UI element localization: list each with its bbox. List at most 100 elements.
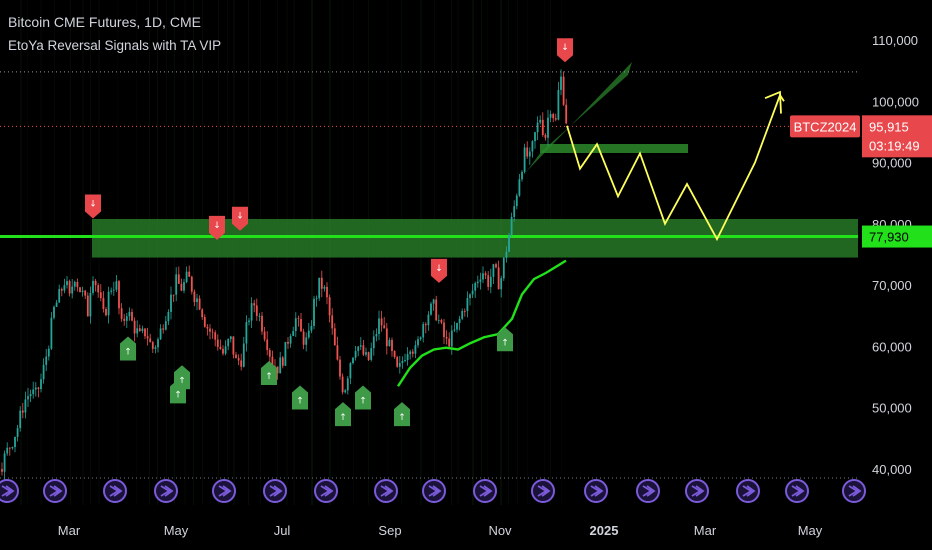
candle	[253, 303, 256, 306]
candle	[219, 346, 222, 349]
candle	[289, 335, 292, 344]
event-icon-circle	[785, 479, 809, 503]
candle	[453, 329, 456, 331]
candle	[549, 114, 552, 118]
buy-signal-label: ↑	[501, 338, 509, 348]
countdown-label: 03:19:49	[869, 138, 920, 153]
event-icon-circle	[531, 479, 555, 503]
candle	[539, 119, 542, 123]
event-icon	[473, 479, 497, 503]
candle	[427, 314, 430, 326]
buy-signal-label: ↑	[398, 413, 406, 423]
candle	[53, 306, 55, 318]
candle	[76, 281, 79, 288]
candle	[276, 366, 279, 374]
candle	[479, 279, 482, 282]
candle	[456, 322, 458, 330]
candle	[560, 76, 562, 90]
candle	[313, 298, 315, 326]
candle	[339, 359, 341, 377]
y-tick-label: 100,000	[872, 94, 919, 109]
candle	[55, 302, 58, 307]
candle	[24, 399, 27, 413]
candle	[554, 118, 557, 120]
candle	[523, 147, 526, 172]
buy-signal	[394, 402, 410, 427]
buy-signal-label: ↑	[359, 397, 367, 407]
candle	[250, 303, 253, 321]
candle	[149, 338, 152, 343]
event-icon	[785, 479, 809, 503]
candle	[375, 334, 378, 337]
candle	[245, 322, 248, 344]
event-icon	[736, 479, 760, 503]
candle	[1, 469, 3, 472]
x-tick-label: Mar	[58, 523, 81, 538]
y-tick-label: 60,000	[872, 339, 912, 354]
candle	[240, 360, 243, 367]
candle	[404, 360, 406, 361]
candle	[258, 315, 261, 317]
candle	[81, 290, 84, 292]
candle	[86, 295, 89, 317]
candle	[562, 76, 565, 105]
candle	[73, 281, 76, 287]
candle	[99, 292, 102, 298]
candle	[508, 235, 510, 252]
event-icon-glyph	[428, 485, 442, 497]
candle	[474, 283, 477, 291]
event-icon	[154, 479, 178, 503]
candle	[547, 117, 549, 138]
candle	[167, 311, 170, 322]
support-price-label: 77,930	[869, 230, 909, 245]
event-icon-glyph	[537, 485, 551, 497]
price-badge	[862, 115, 932, 158]
candle	[19, 410, 22, 429]
candle	[443, 322, 445, 338]
candle	[34, 387, 37, 390]
candle	[141, 328, 144, 332]
sma-layer	[396, 259, 567, 387]
candle	[89, 292, 92, 317]
symbol-badge	[790, 115, 860, 138]
candle	[417, 339, 419, 346]
candle	[440, 320, 443, 323]
candle	[495, 264, 497, 268]
event-icon	[43, 479, 67, 503]
candle	[92, 280, 94, 293]
candle	[362, 345, 365, 355]
background-band	[20, 0, 22, 505]
candle	[370, 348, 373, 360]
event-icon-layer	[0, 479, 866, 503]
event-icon-circle	[374, 479, 398, 503]
candle	[203, 317, 206, 327]
candle	[294, 318, 297, 332]
candle	[378, 318, 380, 335]
candle	[419, 337, 422, 340]
event-icon	[531, 479, 555, 503]
event-icon	[636, 479, 660, 503]
candle	[27, 396, 29, 400]
candle	[196, 298, 198, 303]
candle	[401, 360, 404, 363]
sell-signal-label: ↓	[435, 264, 443, 274]
candle	[110, 290, 113, 292]
candle	[180, 283, 183, 291]
candle	[209, 328, 211, 332]
grid-layer	[0, 71, 858, 479]
candle	[235, 354, 237, 359]
candle	[445, 337, 448, 339]
candle	[102, 297, 105, 309]
chart-title: Bitcoin CME Futures, 1D, CME	[8, 14, 201, 30]
candle	[323, 286, 326, 289]
candle	[380, 318, 383, 326]
candle	[123, 318, 126, 321]
event-icon-glyph	[109, 485, 123, 497]
candle	[398, 362, 401, 367]
candle	[414, 345, 417, 354]
candle	[521, 171, 523, 180]
candle	[8, 447, 11, 449]
price-label-layer: BTCZ2024 95,915 03:19:49 77,930	[790, 115, 932, 248]
